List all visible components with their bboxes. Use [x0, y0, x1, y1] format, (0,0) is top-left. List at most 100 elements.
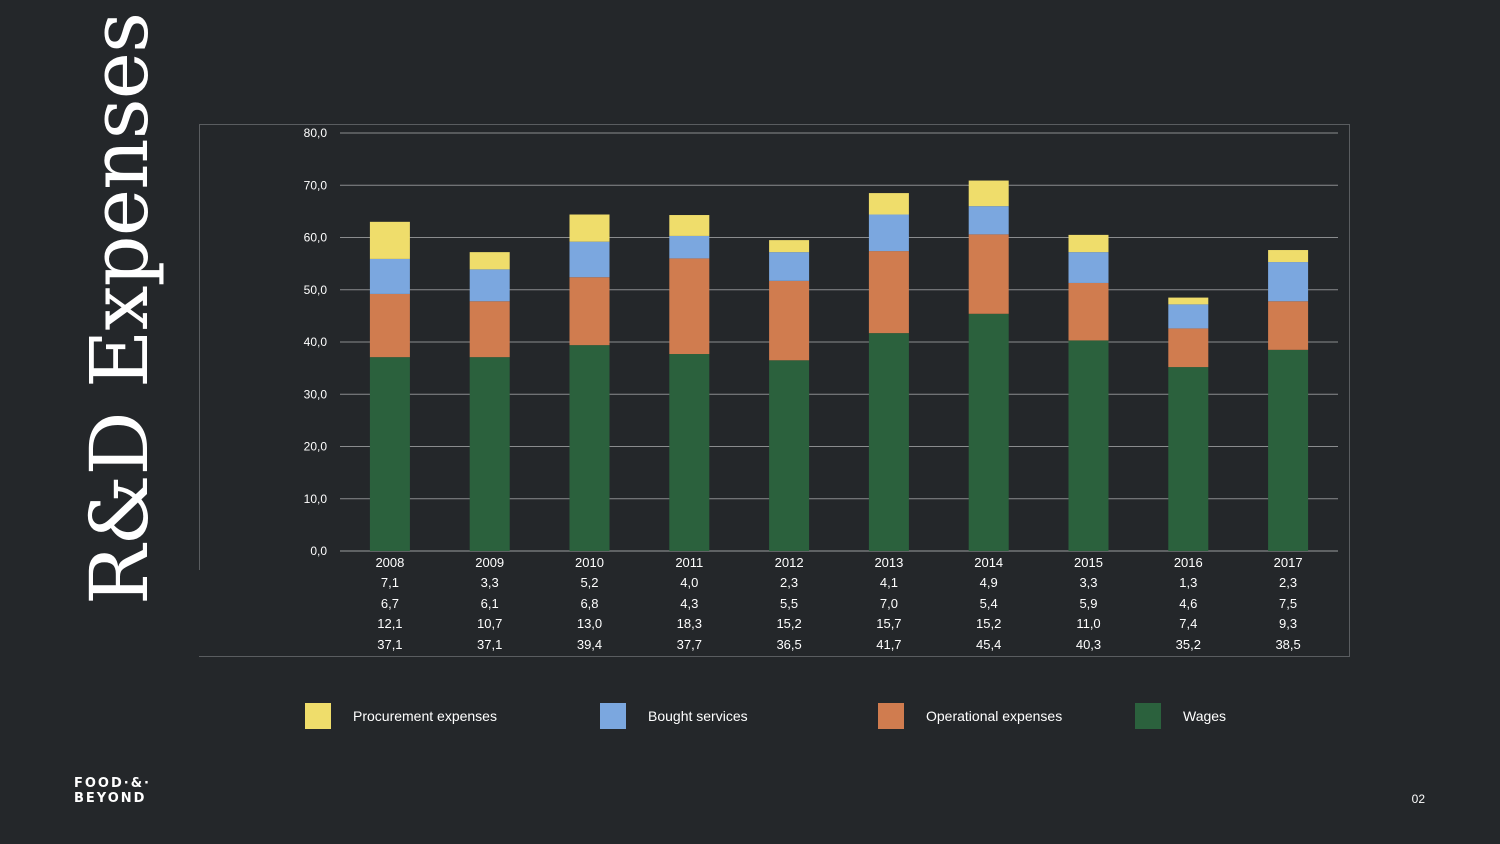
y-tick-label: 80,0	[304, 126, 328, 140]
data-table-cell: 4,9	[980, 575, 998, 590]
bar-segment-bought-services	[1168, 304, 1209, 329]
data-table-cell: 7,5	[1279, 596, 1297, 611]
data-table-cell: 7,1	[381, 575, 399, 590]
data-table-cell: 6,1	[481, 596, 499, 611]
bar-segment-procurement-expenses	[1268, 250, 1309, 263]
bar-segment-wages	[868, 333, 909, 551]
data-table-cell: 11,0	[1076, 616, 1100, 631]
logo-line-2: BEYOND	[74, 791, 147, 806]
legend-item: Bought services	[600, 702, 748, 729]
data-table-cell: 35,2	[1176, 637, 1201, 652]
legend-label: Procurement expenses	[353, 707, 497, 724]
x-tick-label: 2011	[675, 555, 703, 570]
bar-segment-wages	[369, 357, 410, 551]
x-tick-label: 2016	[1174, 555, 1203, 570]
x-tick-label: 2013	[874, 555, 903, 570]
data-table-cell: 7,4	[1179, 616, 1197, 631]
data-table-cell: 12,1	[377, 616, 402, 631]
bar-segment-wages	[669, 354, 710, 551]
data-table-cell: 15,2	[776, 616, 801, 631]
bar-segment-operational-expenses	[868, 251, 909, 334]
bar-segment-bought-services	[968, 206, 1009, 235]
y-tick-label: 50,0	[304, 283, 328, 297]
bar-segment-wages	[1068, 340, 1109, 551]
legend-swatch	[1135, 702, 1161, 729]
bar-segment-procurement-expenses	[569, 214, 610, 242]
bar-segment-procurement-expenses	[1168, 297, 1209, 305]
bar-segment-wages	[769, 360, 810, 551]
bar-segment-operational-expenses	[1068, 282, 1109, 341]
data-table-cell: 39,4	[577, 637, 602, 652]
legend-label: Wages	[1183, 707, 1227, 724]
bar-segment-operational-expenses	[569, 277, 610, 346]
data-table-cell: 45,4	[976, 637, 1001, 652]
data-table-cell: 4,0	[680, 575, 698, 590]
data-table-cell: 2,3	[780, 575, 798, 590]
y-tick-label: 30,0	[304, 387, 328, 401]
data-table-cell: 6,8	[580, 596, 598, 611]
bar-segment-bought-services	[369, 258, 410, 294]
data-table-cell: 18,3	[677, 616, 702, 631]
x-tick-label: 2008	[375, 555, 404, 570]
x-tick-label: 2015	[1074, 555, 1103, 570]
bar-segment-procurement-expenses	[868, 193, 909, 215]
data-table-cell: 7,0	[880, 596, 898, 611]
x-tick-label: 2010	[575, 555, 604, 570]
data-table-cell: 41,7	[876, 637, 901, 652]
bar-segment-operational-expenses	[968, 234, 1009, 314]
x-tick-label: 2017	[1274, 555, 1303, 570]
data-table-cell: 37,7	[677, 637, 702, 652]
bar-segment-wages	[569, 345, 610, 551]
data-table-cell: 5,9	[1079, 596, 1097, 611]
bar-segment-bought-services	[868, 214, 909, 252]
data-table-cell: 4,1	[880, 575, 898, 590]
legend-swatch	[878, 702, 904, 729]
bar-segment-bought-services	[669, 235, 710, 259]
bar-segment-bought-services	[569, 241, 610, 278]
brand-logo: FOOD·&· BEYOND	[74, 776, 151, 806]
chart-legend: Procurement expenses Bought services Opera…	[0, 702, 1500, 729]
data-table-cell: 3,3	[1079, 575, 1097, 590]
legend-swatch	[305, 702, 331, 729]
data-table-cell: 10,7	[477, 616, 502, 631]
data-table-cell: 5,2	[580, 575, 598, 590]
bar-segment-operational-expenses	[369, 293, 410, 358]
bar-segment-operational-expenses	[769, 280, 810, 361]
data-table-cell: 4,6	[1179, 596, 1197, 611]
bar-segment-procurement-expenses	[968, 180, 1009, 207]
data-table-cell: 9,3	[1279, 616, 1297, 631]
data-table-cell: 15,7	[876, 616, 901, 631]
y-tick-label: 20,0	[304, 440, 328, 454]
bar-segment-wages	[968, 313, 1009, 551]
data-table-cell: 1,3	[1179, 575, 1197, 590]
bar-segment-bought-services	[769, 252, 810, 281]
data-table-cell: 37,1	[377, 637, 402, 652]
x-tick-label: 2009	[475, 555, 504, 570]
y-tick-label: 70,0	[304, 178, 328, 192]
title-divider	[199, 124, 200, 570]
page-number: 02	[1411, 792, 1425, 806]
bar-segment-wages	[1168, 367, 1209, 551]
data-table-cell: 40,3	[1076, 637, 1101, 652]
logo-line-1: FOOD·&·	[74, 776, 151, 791]
legend-label: Operational expenses	[926, 707, 1063, 724]
y-tick-label: 40,0	[304, 335, 328, 349]
data-table-cell: 15,2	[976, 616, 1001, 631]
bar-segment-procurement-expenses	[469, 252, 510, 270]
bar-segment-procurement-expenses	[1068, 234, 1109, 253]
legend-item: Wages	[1135, 702, 1226, 729]
data-table-cell: 3,3	[481, 575, 499, 590]
bar-segment-bought-services	[1268, 262, 1309, 302]
bar-segment-operational-expenses	[1268, 301, 1309, 350]
data-table-cell: 36,5	[776, 637, 801, 652]
legend-label: Bought services	[648, 707, 748, 724]
chart-frame	[199, 124, 1350, 657]
data-table-cell: 4,3	[680, 596, 698, 611]
data-table-cell: 5,4	[980, 596, 998, 611]
y-tick-label: 0,0	[310, 544, 327, 558]
bar-segment-operational-expenses	[469, 301, 510, 358]
bar-segment-wages	[469, 357, 510, 551]
bar-segment-operational-expenses	[1168, 328, 1209, 368]
bar-segment-bought-services	[1068, 252, 1109, 283]
